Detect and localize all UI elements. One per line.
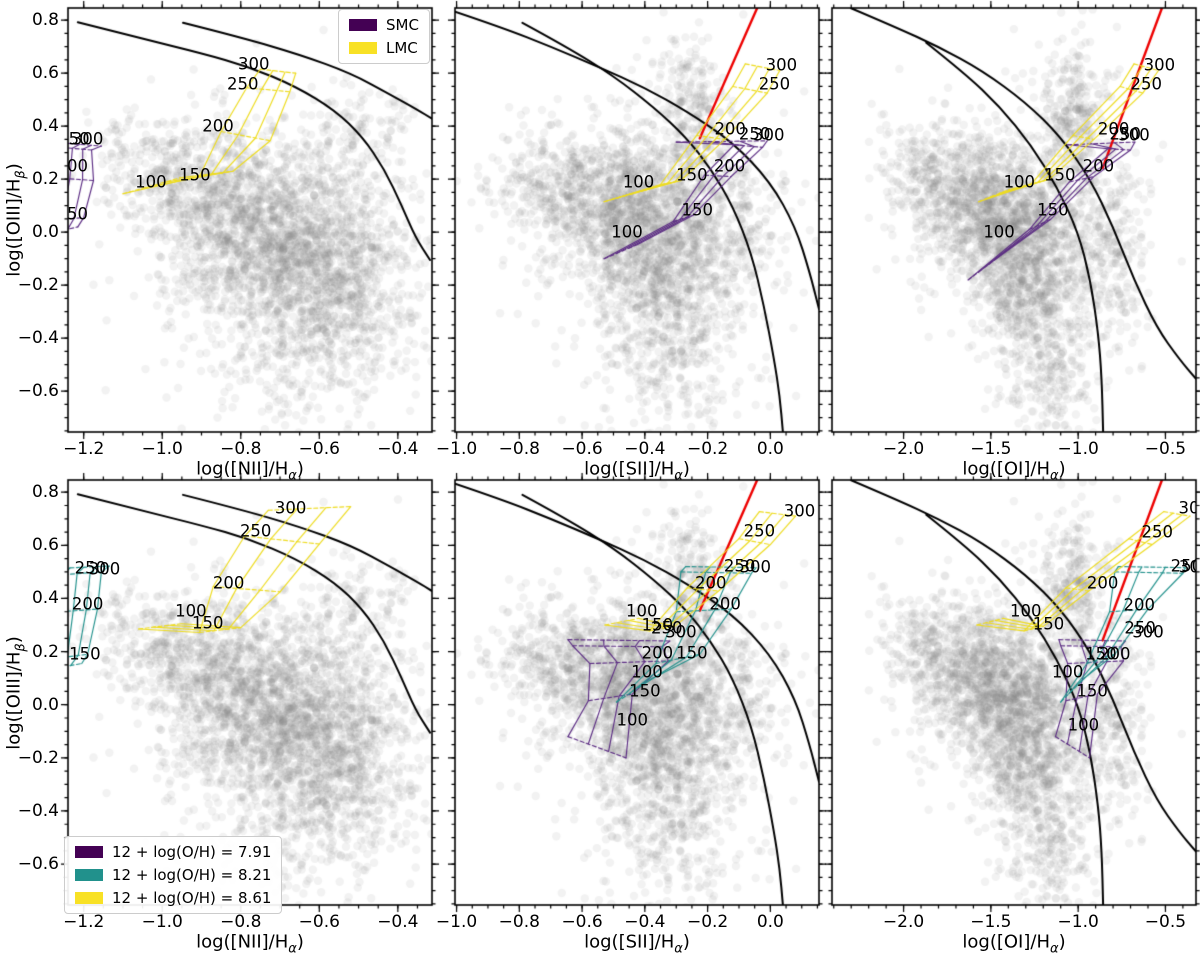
- legend-label-oh-791: 12 + log(O/H) = 7.91: [112, 843, 272, 861]
- legend-label-oh-861: 12 + log(O/H) = 8.61: [112, 889, 272, 907]
- legend-metallicity: 12 + log(O/H) = 7.91 12 + log(O/H) = 8.2…: [64, 836, 283, 914]
- legend-label-oh-821: 12 + log(O/H) = 8.21: [112, 866, 272, 884]
- legend-item-oh-791: 12 + log(O/H) = 7.91: [75, 843, 271, 861]
- legend-item-lmc: LMC: [349, 39, 419, 57]
- oh-791-color-swatch: [75, 846, 103, 858]
- legend-magellanic: SMC LMC: [338, 9, 430, 64]
- lmc-color-swatch: [349, 42, 377, 54]
- oh-861-color-swatch: [75, 892, 103, 904]
- oh-821-color-swatch: [75, 869, 103, 881]
- legend-label-smc: SMC: [386, 16, 419, 34]
- legend-item-smc: SMC: [349, 16, 419, 34]
- smc-color-swatch: [349, 19, 377, 31]
- legend-item-oh-861: 12 + log(O/H) = 8.61: [75, 889, 271, 907]
- legend-item-oh-821: 12 + log(O/H) = 8.21: [75, 866, 271, 884]
- legend-label-lmc: LMC: [386, 39, 418, 57]
